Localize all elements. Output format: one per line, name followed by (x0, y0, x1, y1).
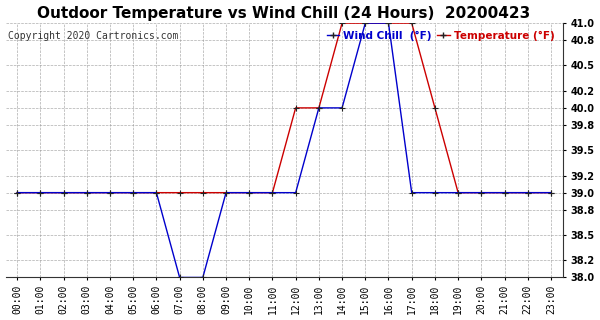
Wind Chill  (°F) (362, 21, 369, 25)
Wind Chill  (°F) (455, 191, 462, 195)
Wind Chill  (°F) (37, 191, 44, 195)
Wind Chill  (°F) (14, 191, 21, 195)
Temperature (°F) (153, 191, 160, 195)
Wind Chill  (°F) (269, 191, 276, 195)
Wind Chill  (°F) (153, 191, 160, 195)
Temperature (°F) (60, 191, 67, 195)
Legend: Wind Chill  (°F), Temperature (°F): Wind Chill (°F), Temperature (°F) (327, 31, 554, 41)
Wind Chill  (°F) (338, 106, 346, 110)
Wind Chill  (°F) (431, 191, 439, 195)
Line: Temperature (°F): Temperature (°F) (14, 20, 554, 196)
Temperature (°F) (130, 191, 137, 195)
Wind Chill  (°F) (408, 191, 415, 195)
Temperature (°F) (547, 191, 554, 195)
Temperature (°F) (524, 191, 532, 195)
Temperature (°F) (478, 191, 485, 195)
Text: Copyright 2020 Cartronics.com: Copyright 2020 Cartronics.com (8, 31, 179, 41)
Temperature (°F) (338, 21, 346, 25)
Temperature (°F) (176, 191, 183, 195)
Wind Chill  (°F) (130, 191, 137, 195)
Temperature (°F) (315, 106, 322, 110)
Temperature (°F) (408, 21, 415, 25)
Temperature (°F) (269, 191, 276, 195)
Temperature (°F) (37, 191, 44, 195)
Wind Chill  (°F) (547, 191, 554, 195)
Temperature (°F) (106, 191, 113, 195)
Temperature (°F) (455, 191, 462, 195)
Temperature (°F) (245, 191, 253, 195)
Temperature (°F) (501, 191, 508, 195)
Wind Chill  (°F) (223, 191, 230, 195)
Temperature (°F) (83, 191, 91, 195)
Title: Outdoor Temperature vs Wind Chill (24 Hours)  20200423: Outdoor Temperature vs Wind Chill (24 Ho… (37, 5, 530, 20)
Line: Wind Chill  (°F): Wind Chill (°F) (14, 20, 554, 280)
Wind Chill  (°F) (106, 191, 113, 195)
Wind Chill  (°F) (501, 191, 508, 195)
Temperature (°F) (223, 191, 230, 195)
Temperature (°F) (292, 106, 299, 110)
Wind Chill  (°F) (83, 191, 91, 195)
Wind Chill  (°F) (292, 191, 299, 195)
Wind Chill  (°F) (60, 191, 67, 195)
Wind Chill  (°F) (199, 276, 206, 279)
Wind Chill  (°F) (176, 276, 183, 279)
Wind Chill  (°F) (478, 191, 485, 195)
Wind Chill  (°F) (315, 106, 322, 110)
Temperature (°F) (362, 21, 369, 25)
Temperature (°F) (14, 191, 21, 195)
Temperature (°F) (431, 106, 439, 110)
Wind Chill  (°F) (524, 191, 532, 195)
Wind Chill  (°F) (245, 191, 253, 195)
Temperature (°F) (199, 191, 206, 195)
Temperature (°F) (385, 21, 392, 25)
Wind Chill  (°F) (385, 21, 392, 25)
